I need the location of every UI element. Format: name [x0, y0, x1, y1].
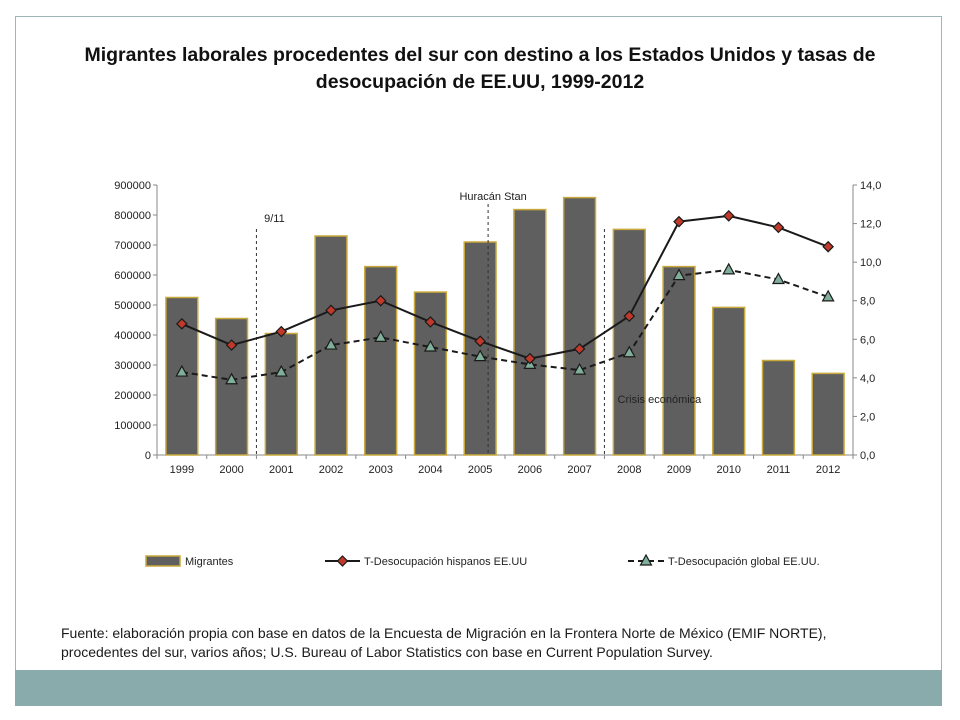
point-global — [622, 345, 636, 358]
annotation-label: 9/11 — [264, 213, 285, 225]
y-right-tick-label: 10,0 — [860, 257, 881, 269]
x-tick-label: 1999 — [170, 464, 194, 476]
x-tick-label: 2004 — [418, 464, 442, 476]
line-global — [181, 268, 829, 381]
line-hispanos — [181, 214, 829, 360]
point-global — [672, 268, 686, 281]
legend-marker-hispanos — [336, 555, 349, 567]
y-right-tick-label: 6,0 — [860, 334, 875, 346]
point-global — [771, 272, 785, 285]
point-hispanos — [325, 304, 337, 317]
legend-marker-global — [639, 553, 653, 566]
bar-migrantes — [264, 332, 298, 456]
bar-migrantes — [562, 196, 597, 456]
x-tick-label: 2000 — [219, 464, 243, 476]
bar-migrantes — [463, 241, 497, 456]
point-hispanos — [374, 294, 387, 307]
y-left-tick-label: 900000 — [114, 180, 151, 192]
y-right-tick-label: 14,0 — [860, 180, 881, 192]
point-hispanos — [673, 215, 685, 228]
y-left-tick-label: 800000 — [114, 210, 151, 222]
point-hispanos — [822, 240, 834, 253]
source-note: Fuente: elaboración propia con base en d… — [61, 625, 827, 660]
y-left-tick-label: 0 — [145, 450, 151, 462]
bar-migrantes — [513, 208, 547, 456]
y-left-tick-label: 700000 — [114, 240, 151, 252]
x-tick-label: 2009 — [667, 464, 691, 476]
point-global — [324, 337, 338, 350]
x-tick-label: 2007 — [567, 464, 591, 476]
point-global — [225, 372, 239, 385]
y-left-tick-label: 600000 — [114, 270, 151, 282]
x-tick-label: 2012 — [816, 464, 840, 476]
annotation-label: Crisis económica — [618, 394, 703, 406]
point-hispanos — [275, 325, 288, 338]
point-global — [274, 364, 288, 377]
x-tick-label: 2001 — [269, 464, 293, 476]
y-left-tick-label: 100000 — [114, 420, 151, 432]
bar-migrantes — [761, 359, 796, 456]
point-global — [722, 262, 736, 275]
x-tick-label: 2005 — [468, 464, 492, 476]
x-tick-label: 2003 — [368, 464, 392, 476]
point-hispanos — [524, 352, 536, 365]
bar-migrantes — [612, 228, 646, 456]
point-hispanos — [772, 221, 785, 234]
point-hispanos — [176, 318, 188, 330]
x-tick-label: 2002 — [319, 464, 343, 476]
point-global — [473, 349, 487, 362]
y-left-tick-label: 200000 — [114, 390, 151, 402]
point-hispanos — [424, 316, 437, 328]
point-global — [175, 364, 189, 377]
y-right-tick-label: 0,0 — [860, 450, 875, 462]
point-global — [374, 330, 388, 342]
bar-migrantes — [214, 317, 249, 456]
point-hispanos — [225, 339, 238, 351]
annotation-label: Huracán Stan — [459, 191, 526, 203]
bar-migrantes — [364, 265, 398, 456]
point-hispanos — [623, 310, 636, 322]
y-right-tick-label: 12,0 — [860, 219, 881, 231]
point-hispanos — [722, 210, 735, 222]
point-global — [423, 339, 437, 352]
chart-title: Migrantes laborales procedentes del sur … — [84, 44, 876, 93]
point-hispanos — [474, 335, 486, 348]
point-global — [573, 362, 587, 375]
legend-label-global: T-Desocupación global EE.UU. — [668, 556, 820, 568]
legend-label-migrantes: Migrantes — [185, 556, 234, 568]
y-left-tick-label: 500000 — [114, 300, 151, 312]
y-left-tick-label: 300000 — [114, 360, 151, 372]
x-tick-label: 2008 — [617, 464, 641, 476]
x-tick-label: 2006 — [518, 464, 542, 476]
bar-migrantes — [662, 265, 696, 456]
y-right-tick-label: 2,0 — [860, 411, 875, 423]
bar-migrantes — [712, 306, 746, 456]
y-right-tick-label: 8,0 — [860, 296, 875, 308]
footer-band — [15, 670, 942, 706]
x-tick-label: 2011 — [767, 464, 791, 476]
point-global — [821, 289, 835, 302]
y-right-tick-label: 4,0 — [860, 373, 875, 385]
y-left-tick-label: 400000 — [114, 330, 151, 342]
bar-migrantes — [811, 372, 845, 456]
chart: 0 100000 200000 300000 400000 500000 600000 700… — [114, 180, 881, 568]
legend-label-hispanos: T-Desocupación hispanos EE.UU — [364, 556, 527, 568]
legend-swatch-migrantes — [145, 555, 181, 567]
x-tick-label: 2010 — [716, 464, 740, 476]
point-hispanos — [573, 343, 586, 355]
